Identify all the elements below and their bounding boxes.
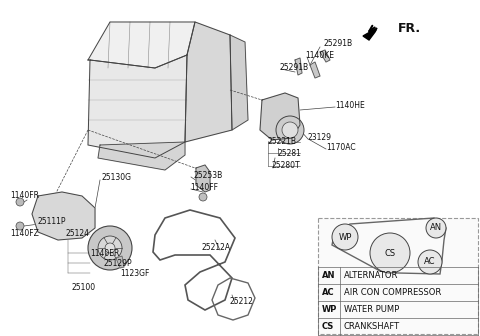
Text: 1140ER: 1140ER (90, 249, 120, 257)
Text: 25253B: 25253B (193, 170, 222, 179)
Text: 25291B: 25291B (323, 39, 352, 47)
Text: 1140FF: 1140FF (190, 182, 218, 192)
Polygon shape (260, 93, 300, 140)
Text: 25124: 25124 (65, 229, 89, 239)
Polygon shape (363, 28, 377, 40)
Text: WATER PUMP: WATER PUMP (344, 305, 399, 314)
Text: 1123GF: 1123GF (120, 268, 149, 278)
Circle shape (282, 122, 298, 138)
Text: 1170AC: 1170AC (326, 142, 356, 152)
Polygon shape (295, 58, 302, 75)
Text: WP: WP (322, 305, 337, 314)
Text: ALTERNATOR: ALTERNATOR (344, 271, 398, 280)
Text: 25212A: 25212A (202, 244, 231, 252)
Text: CRANKSHAFT: CRANKSHAFT (344, 322, 400, 331)
Polygon shape (98, 142, 185, 170)
Circle shape (370, 233, 410, 273)
Text: 25212: 25212 (230, 297, 254, 306)
Circle shape (426, 218, 446, 238)
Text: 25129P: 25129P (104, 258, 132, 267)
Text: 1140FR: 1140FR (10, 192, 39, 201)
Circle shape (16, 198, 24, 206)
Circle shape (16, 222, 24, 230)
Polygon shape (32, 192, 95, 240)
Text: FR.: FR. (398, 22, 421, 35)
Text: CS: CS (322, 322, 334, 331)
Text: AC: AC (424, 257, 436, 266)
Text: 23129: 23129 (308, 132, 332, 141)
Circle shape (418, 250, 442, 274)
Text: 25221B: 25221B (268, 136, 297, 145)
FancyBboxPatch shape (318, 218, 478, 334)
Text: WP: WP (338, 233, 352, 242)
Text: AN: AN (430, 223, 442, 233)
Text: 1140HE: 1140HE (335, 100, 365, 110)
Polygon shape (88, 55, 187, 158)
Text: 1140KE: 1140KE (305, 50, 334, 59)
Polygon shape (320, 50, 330, 62)
Circle shape (276, 116, 304, 144)
Circle shape (98, 236, 122, 260)
Text: CS: CS (384, 249, 396, 257)
Text: 1140FZ: 1140FZ (10, 229, 39, 239)
Polygon shape (185, 22, 232, 142)
Text: AC: AC (322, 288, 335, 297)
Polygon shape (116, 256, 124, 268)
Circle shape (332, 224, 358, 250)
Text: 25111P: 25111P (38, 217, 67, 226)
Polygon shape (88, 22, 195, 68)
Text: 25291B: 25291B (280, 62, 309, 72)
Text: AN: AN (322, 271, 336, 280)
Text: 25281: 25281 (278, 149, 302, 158)
Text: AIR CON COMPRESSOR: AIR CON COMPRESSOR (344, 288, 441, 297)
Circle shape (88, 226, 132, 270)
Text: 25130G: 25130G (102, 173, 132, 182)
Circle shape (199, 193, 207, 201)
Polygon shape (310, 62, 320, 78)
Polygon shape (230, 35, 248, 130)
Polygon shape (196, 165, 210, 192)
Text: 25280T: 25280T (272, 162, 300, 170)
Text: 25100: 25100 (72, 284, 96, 293)
Circle shape (105, 243, 115, 253)
